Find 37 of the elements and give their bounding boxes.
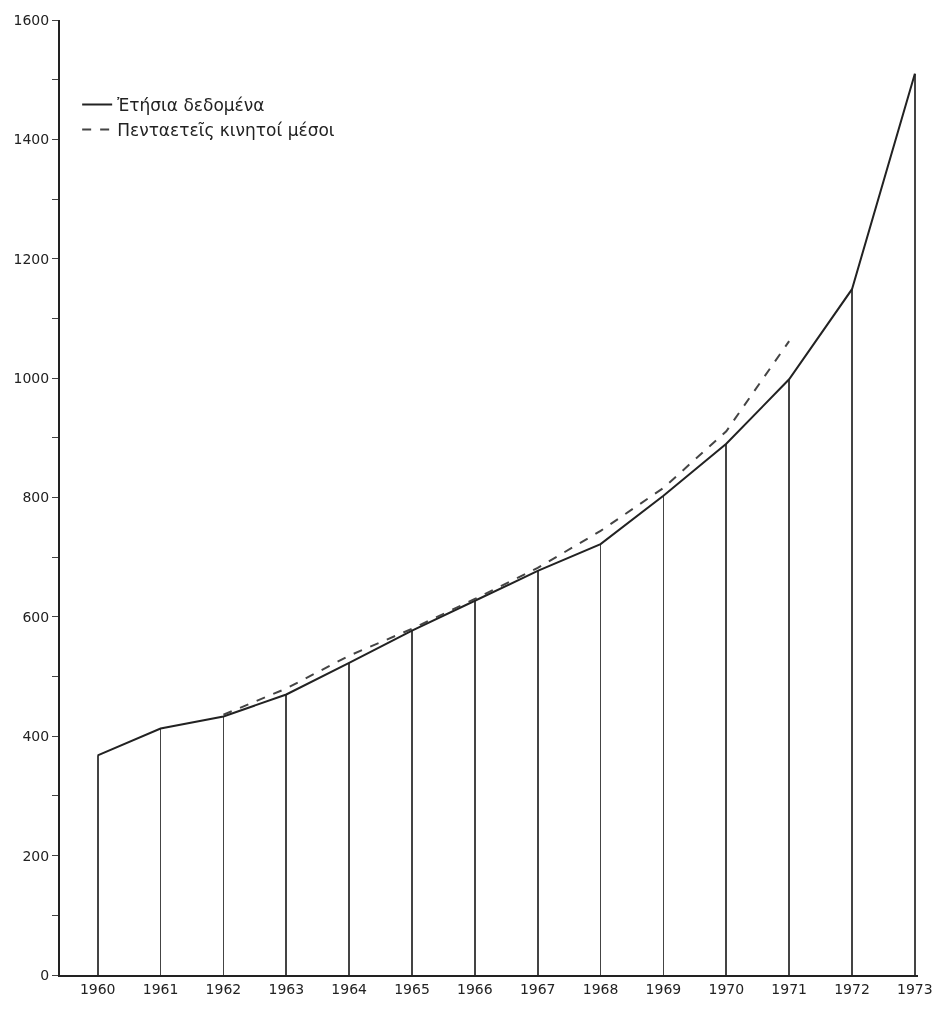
bar <box>914 73 916 975</box>
x-tick-label: 1964 <box>331 980 368 997</box>
x-tick-label: 1960 <box>79 980 116 997</box>
y-tick-label: 600 <box>22 608 50 625</box>
y-tick-label: 1600 <box>13 11 50 28</box>
y-tick-label: 400 <box>22 728 50 745</box>
x-tick-label: 1971 <box>771 980 807 997</box>
y-tick-label: 1400 <box>13 131 50 148</box>
x-tick-label: 1968 <box>582 980 619 997</box>
x-tick-label: 1973 <box>897 980 933 997</box>
line-series <box>96 72 916 757</box>
y-tick-label: 1000 <box>13 370 50 387</box>
legend-label: Ἐτήσια δεδομένα <box>117 95 265 116</box>
x-tick-label: 1962 <box>205 980 242 997</box>
line-series <box>222 340 791 716</box>
y-tick-label: 1200 <box>13 250 50 267</box>
bar <box>851 289 853 975</box>
x-tick-label: 1970 <box>708 980 745 997</box>
bar <box>285 694 287 975</box>
x-tick-label: 1972 <box>834 980 870 997</box>
legend-label: Πενταετεῖς κινητοί μέσοι <box>117 120 335 141</box>
bar <box>97 755 99 975</box>
y-tick-label: 800 <box>22 489 50 506</box>
bar <box>411 630 413 975</box>
x-tick-label: 1965 <box>394 980 430 997</box>
x-tick-label: 1967 <box>519 980 556 997</box>
bar <box>474 600 476 975</box>
x-tick-label: 1963 <box>268 980 305 997</box>
bar <box>725 443 727 975</box>
x-tick-label: 1969 <box>645 980 682 997</box>
y-tick-label: 0 <box>40 966 50 983</box>
bar <box>348 662 350 975</box>
bar <box>537 570 539 975</box>
x-tick-label: 1961 <box>142 980 179 997</box>
y-tick-label: 200 <box>22 847 50 864</box>
bar <box>788 379 790 975</box>
x-tick-label: 1966 <box>457 980 493 997</box>
